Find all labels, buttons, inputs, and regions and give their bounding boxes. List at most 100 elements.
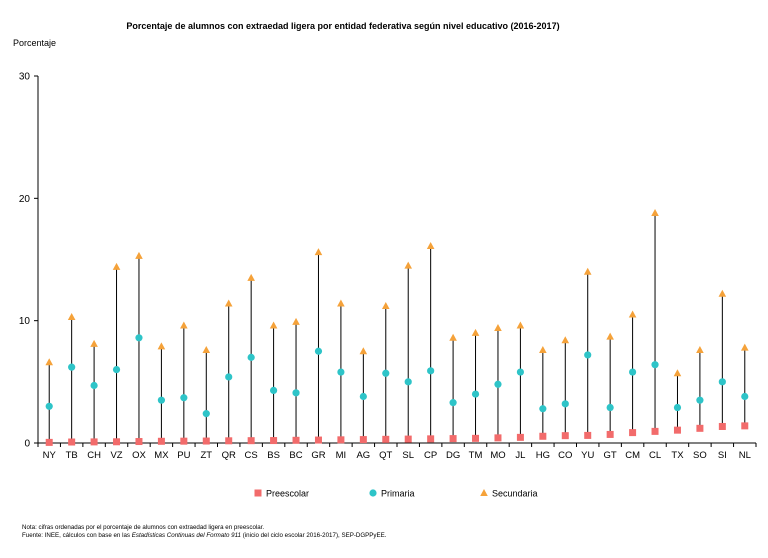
preescolar-point — [696, 424, 704, 432]
secundaria-point — [359, 347, 368, 355]
preescolar-point — [382, 435, 390, 443]
preescolar-point — [359, 436, 367, 444]
y-axis: 0 10 20 30 — [19, 72, 39, 450]
primaria-point — [337, 368, 345, 376]
secundaria-point — [449, 333, 457, 341]
source-suffix: (inicio del ciclo escolar 2016-2017), SE… — [242, 532, 387, 539]
x-tick-label: GT — [604, 450, 617, 461]
note-line-1: Nota: cifras ordenadas por el porcentaje… — [22, 524, 264, 532]
preescolar-point — [404, 435, 412, 443]
x-tick-label: CH — [87, 450, 101, 461]
secundaria-point — [247, 273, 255, 281]
x-tick-label: TX — [671, 450, 684, 461]
x-tick-label: TB — [66, 450, 78, 461]
preescolar-point — [202, 437, 210, 445]
secundaria-point — [314, 248, 323, 256]
x-tick-label: PU — [177, 450, 190, 461]
x-tick-label: MO — [490, 450, 505, 461]
secundaria-point — [696, 346, 704, 354]
preescolar-point — [135, 438, 143, 446]
x-tick-label: HG — [536, 450, 550, 461]
preescolar-point — [314, 436, 322, 444]
preescolar-point — [157, 437, 165, 445]
secundaria-point — [45, 358, 54, 366]
secundaria-point — [494, 324, 502, 332]
secundaria-point — [224, 299, 233, 307]
preescolar-point — [427, 435, 435, 443]
primaria-point — [696, 396, 704, 404]
secundaria-point — [292, 317, 300, 325]
x-tick-label: CO — [558, 450, 572, 461]
secundaria-point — [67, 312, 76, 320]
preescolar-point — [606, 430, 614, 438]
x-tick-label: SL — [402, 450, 414, 461]
primaria-point — [673, 403, 682, 412]
primaria-point — [718, 378, 726, 386]
x-axis: NY TB CH VZ OX MX PU ZT QR CS BS BC GR MI AG QT SL CP DG TM… — [37, 442, 757, 461]
secundaria-point — [606, 332, 614, 340]
preescolar-point — [673, 426, 681, 434]
secundaria-point — [381, 301, 390, 309]
primaria-point — [90, 381, 98, 390]
primaria-legend-marker — [369, 489, 377, 497]
secundaria-legend-label: Secundaria — [492, 489, 538, 499]
primaria-point — [225, 373, 233, 381]
primaria-point — [651, 361, 659, 369]
primaria-point — [516, 368, 525, 376]
note-line-2: Fuente: INEE, cálculos con base en las E… — [22, 532, 387, 540]
primaria-point — [269, 386, 278, 394]
primaria-point — [404, 378, 412, 386]
preescolar-point — [561, 432, 569, 440]
x-tick-label: OX — [132, 450, 146, 461]
stems — [48, 213, 746, 443]
x-tick-label: CL — [649, 450, 661, 461]
primaria-point — [157, 396, 166, 404]
chart-title: Porcentaje de alumnos con extraedad lige… — [126, 21, 559, 31]
x-tick-label: SO — [693, 450, 707, 461]
secundaria-point — [157, 342, 166, 350]
preescolar-point — [449, 435, 457, 443]
primaria-point — [606, 403, 614, 412]
x-tick-label: GR — [311, 450, 325, 461]
preescolar-legend-label: Preescolar — [266, 489, 309, 499]
secundaria-point — [583, 267, 592, 275]
secundaria-point — [539, 346, 547, 354]
secundaria-point — [740, 343, 749, 351]
secundaria-point — [651, 209, 659, 217]
primaria-point — [202, 410, 210, 418]
secundaria-point — [337, 299, 345, 307]
x-tick-label: NL — [739, 450, 751, 461]
preescolar-point — [225, 437, 233, 445]
y-tick-label: 30 — [19, 72, 31, 83]
primaria-point — [359, 392, 367, 401]
y-tick-label: 0 — [24, 439, 30, 450]
x-tick-label: CP — [424, 450, 437, 461]
x-tick-label: SI — [718, 450, 727, 461]
preescolar-point — [292, 436, 300, 444]
primaria-point — [494, 380, 502, 388]
preescolar-point — [472, 434, 480, 442]
x-tick-label: JL — [515, 450, 525, 461]
secundaria-point — [135, 251, 143, 259]
secundaria-point — [628, 310, 637, 318]
secundaria-legend-marker — [480, 489, 488, 496]
source-prefix: Fuente: INEE, cálculos con base en las — [22, 532, 130, 539]
preescolar-point — [337, 436, 345, 444]
primaria-point — [112, 366, 121, 374]
x-tick-label: AG — [356, 450, 370, 461]
secundaria-point — [404, 261, 413, 269]
secundaria-point — [269, 321, 278, 329]
x-tick-label: CM — [625, 450, 640, 461]
preescolar-point — [270, 437, 278, 445]
preescolar-point — [113, 438, 121, 446]
preescolar-point — [629, 429, 637, 437]
preescolar-point — [90, 438, 98, 446]
preescolar-point — [68, 438, 76, 446]
primaria-point — [247, 353, 255, 361]
primaria-point — [539, 405, 547, 413]
primaria-point — [584, 351, 592, 359]
legend: Preescolar Primaria Secundaria — [254, 489, 538, 499]
x-tick-label: MX — [154, 450, 169, 461]
x-tick-label: MI — [336, 450, 347, 461]
x-tick-label: QR — [222, 450, 236, 461]
